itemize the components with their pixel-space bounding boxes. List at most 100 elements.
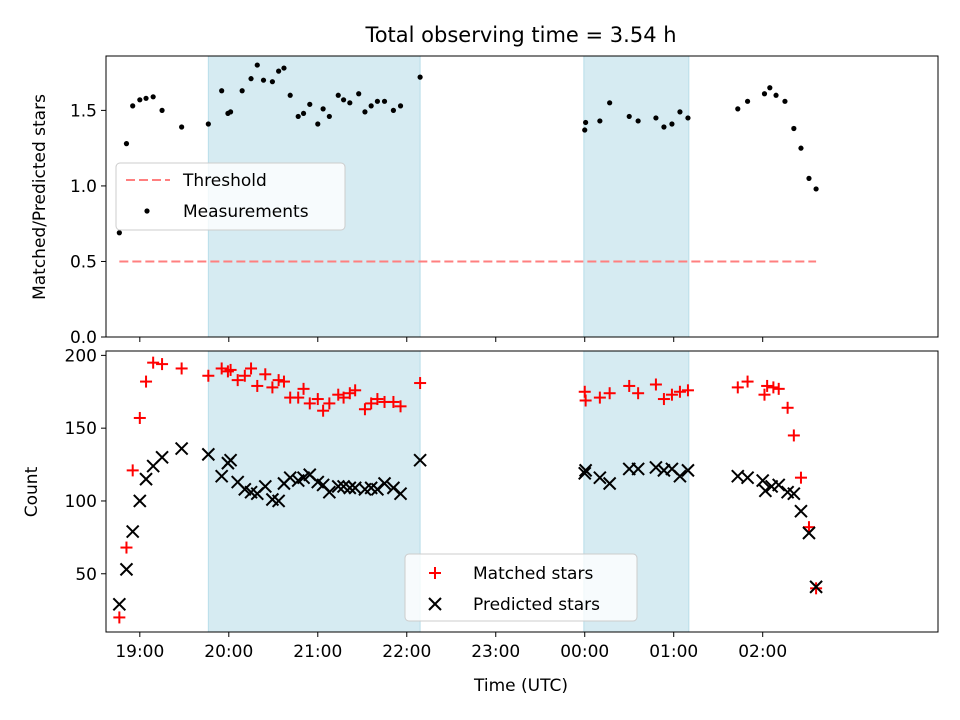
matched-star-point: [147, 356, 160, 369]
predicted-star-point: [258, 479, 272, 494]
measurement-point: [159, 107, 165, 113]
y-tick-label: 50: [75, 565, 97, 585]
measurement-point: [205, 121, 211, 127]
x-axis-label: Time (UTC): [473, 676, 568, 696]
x-tick-label: 20:00: [204, 642, 253, 662]
measurement-point: [335, 92, 341, 98]
predicted-star-point: [322, 485, 337, 499]
measurement-point: [582, 127, 588, 133]
chart-title: Total observing time = 3.54 h: [364, 23, 676, 47]
bottom-y-axis-label: Count: [22, 466, 42, 517]
measurement-point: [219, 88, 225, 94]
measurement-point: [143, 95, 149, 101]
top-y-axis-label: Matched/Predicted stars: [30, 94, 50, 300]
measurement-point: [276, 68, 282, 74]
measurement-point: [417, 74, 423, 80]
predicted-star-point: [223, 453, 238, 467]
predicted-star-point: [802, 526, 816, 540]
measurement-point: [583, 119, 589, 126]
predicted-star-point: [125, 524, 140, 539]
legend-predicted-label: Predicted stars: [473, 595, 600, 615]
bottom-plot-area: [112, 356, 823, 624]
matched-star-point: [603, 387, 616, 400]
predicted-star-point: [794, 504, 808, 518]
predicted-star-point: [393, 486, 408, 501]
predicted-star-point: [271, 494, 286, 508]
measurement-point: [669, 121, 675, 127]
measurement-point: [116, 230, 122, 236]
matched-star-point: [277, 375, 290, 388]
measurement-point: [597, 118, 603, 124]
measurement-point: [362, 109, 368, 115]
predicted-star-point: [578, 463, 593, 478]
measurement-point: [248, 76, 254, 82]
matched-star-point: [343, 387, 356, 400]
matched-star-point: [120, 541, 133, 554]
predicted-star-point: [740, 470, 755, 485]
matched-star-point: [593, 391, 606, 404]
matched-star-point: [649, 378, 662, 391]
measurement-point: [397, 103, 404, 109]
matched-star-point: [251, 379, 264, 392]
measurement-point: [260, 77, 267, 83]
measurement-point: [773, 92, 779, 98]
measurement-point: [813, 186, 819, 192]
matched-star-point: [266, 381, 279, 394]
top-y-ticks: 0.0 0.5 1.0 1.5: [70, 101, 106, 348]
shaded-interval: [207, 350, 421, 633]
matched-star-point: [215, 362, 228, 375]
bottom-legend-box: [404, 553, 638, 622]
predicted-star-point: [331, 479, 345, 494]
predicted-star-point: [602, 476, 617, 491]
measurement-point: [782, 98, 788, 104]
matched-star-point: [245, 362, 258, 375]
predicted-star-point: [343, 481, 357, 495]
top-legend: Threshold Measurements: [115, 162, 346, 231]
y-tick-label: 100: [65, 492, 97, 512]
matched-star-point: [113, 611, 126, 624]
measurement-point: [179, 124, 185, 130]
matched-star-point: [140, 375, 153, 388]
measurement-point: [307, 101, 313, 107]
matched-star-point: [292, 391, 305, 404]
predicted-star-point: [174, 441, 189, 456]
x-tick-label: 22:00: [382, 642, 431, 662]
y-tick-label: 1.5: [70, 101, 97, 121]
measurement-point: [137, 97, 143, 103]
measurement-point: [320, 106, 326, 112]
matched-star-point: [317, 404, 330, 417]
predicted-star-point: [119, 562, 134, 577]
measurement-point: [340, 97, 347, 103]
matched-star-point: [681, 384, 694, 397]
measurement-point: [661, 124, 667, 130]
matched-star-point: [665, 388, 678, 401]
measurement-point: [295, 113, 301, 120]
matched-star-point: [156, 358, 169, 371]
matched-star-point: [202, 369, 215, 382]
measurement-point: [381, 98, 388, 104]
matched-star-point: [323, 397, 336, 410]
measurement-point: [123, 141, 130, 147]
matched-star-point: [387, 395, 400, 408]
y-tick-label: 0.5: [70, 252, 97, 272]
matched-star-point: [758, 388, 771, 401]
predicted-star-point: [755, 473, 770, 488]
predicted-star-point: [214, 469, 229, 483]
predicted-star-point: [139, 472, 153, 486]
predicted-star-point: [413, 453, 427, 467]
measurement-point: [806, 175, 812, 181]
predicted-star-point: [809, 580, 823, 594]
measurement-point: [626, 113, 632, 120]
legend-threshold-label: Threshold: [182, 171, 267, 191]
x-tick-label: 02:00: [738, 642, 787, 662]
y-tick-label: 200: [65, 346, 97, 366]
matched-star-point: [371, 393, 384, 406]
predicted-star-point: [631, 462, 645, 476]
x-tick-label: 21:00: [293, 642, 342, 662]
matched-star-point: [414, 377, 427, 390]
x-tick-label: 23:00: [471, 642, 520, 662]
matched-star-point: [175, 362, 188, 375]
bottom-x-ticks: 19:00 20:00 21:00 22:00 23:00 00:00 01:00 02:00: [115, 632, 787, 662]
matched-star-point: [303, 397, 316, 410]
legend-measurements-label: Measurements: [183, 202, 309, 222]
